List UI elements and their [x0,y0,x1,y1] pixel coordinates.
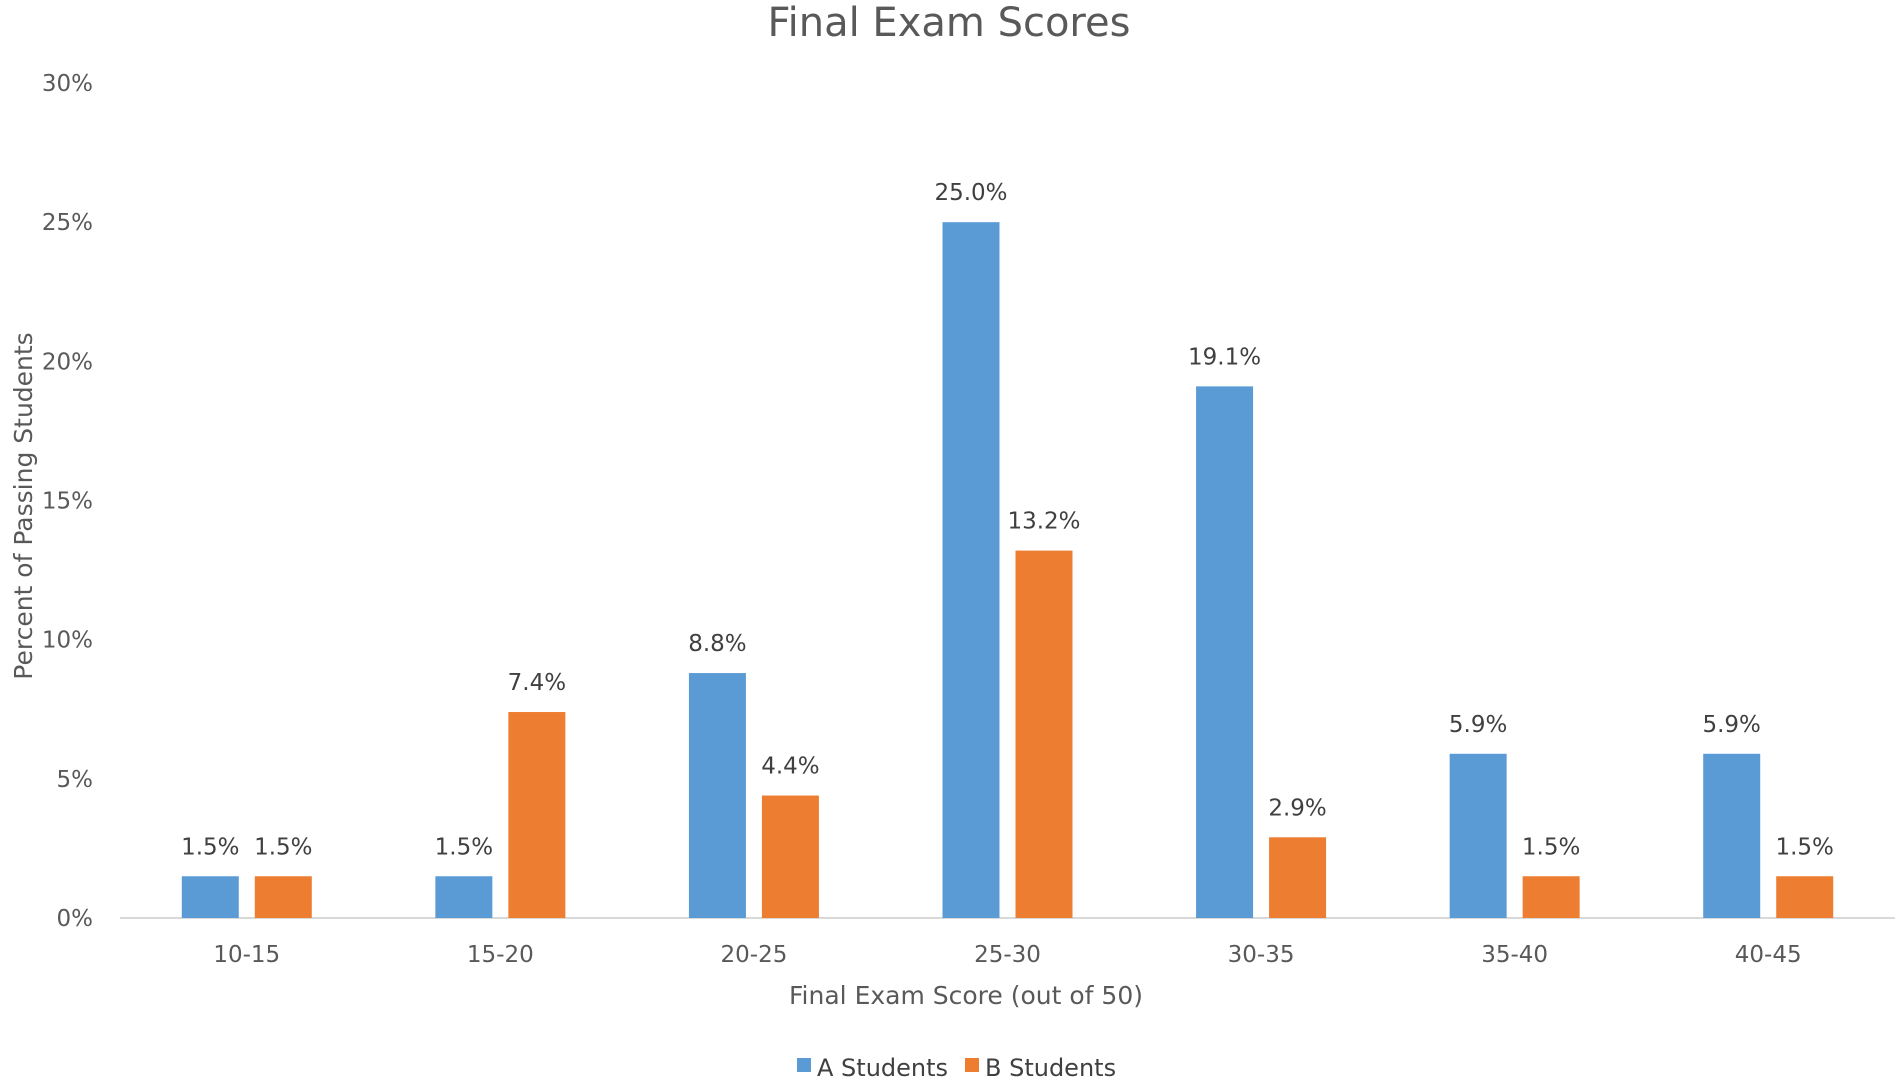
legend-swatch [797,1058,811,1072]
bar [508,712,566,918]
legend: A Students B Students [797,1054,1116,1082]
data-label: 1.5% [181,834,239,860]
y-tick-label: 20% [42,349,93,375]
data-label: 1.5% [1775,834,1833,860]
y-tick-label: 25% [42,210,93,236]
legend-swatch [965,1058,979,1072]
y-tick-label: 0% [57,906,94,932]
y-tick-label: 10% [42,628,93,654]
data-label: 13.2% [1007,509,1080,535]
data-label: 5.9% [1449,712,1507,738]
x-tick-label: 35-40 [1481,942,1548,968]
data-label: 8.8% [688,631,746,657]
y-tick-label: 15% [42,489,93,515]
y-tick-label: 5% [57,767,94,793]
bar [435,876,493,918]
x-axis-label: Final Exam Score (out of 50) [789,981,1143,1010]
x-tick-label: 30-35 [1228,942,1295,968]
x-tick-label: 25-30 [974,942,1041,968]
data-label: 5.9% [1702,712,1760,738]
x-tick-label: 20-25 [721,942,788,968]
data-label: 25.0% [934,180,1007,206]
legend-label: B Students [985,1054,1116,1082]
bar [1522,876,1580,918]
bar [1015,550,1073,918]
chart-title: Final Exam Scores [768,0,1131,46]
x-tick-label: 10-15 [213,942,280,968]
data-label: 1.5% [254,834,312,860]
bar [254,876,312,918]
x-tick-label: 15-20 [467,942,534,968]
bar [1449,753,1507,918]
y-axis-label: Percent of Passing Students [9,332,38,679]
bar [761,795,819,918]
bar [1776,876,1834,918]
data-label: 7.4% [508,670,566,696]
data-label: 1.5% [435,834,493,860]
data-label: 4.4% [761,754,819,780]
bar [942,222,1000,918]
bar [1703,753,1761,918]
bar [1269,837,1327,918]
bar [688,673,746,918]
legend-label: A Students [817,1054,948,1082]
bar [1196,386,1254,919]
y-axis: 0% 5% 10% 15% 20% 25% 30% [42,71,93,932]
x-tick-label: 40-45 [1735,942,1802,968]
bars-group: 1.5% 1.5% 1.5% 7.4% 8.8% 4.4% 25.0% 13.2% 19.1% 2… [181,180,1834,919]
data-label: 1.5% [1522,834,1580,860]
bar [181,876,239,918]
y-tick-label: 30% [42,71,93,97]
x-axis: 10-15 15-20 20-25 25-30 30-35 35-40 40-45 [213,942,1801,968]
data-label: 2.9% [1268,795,1326,821]
data-label: 19.1% [1188,344,1261,370]
